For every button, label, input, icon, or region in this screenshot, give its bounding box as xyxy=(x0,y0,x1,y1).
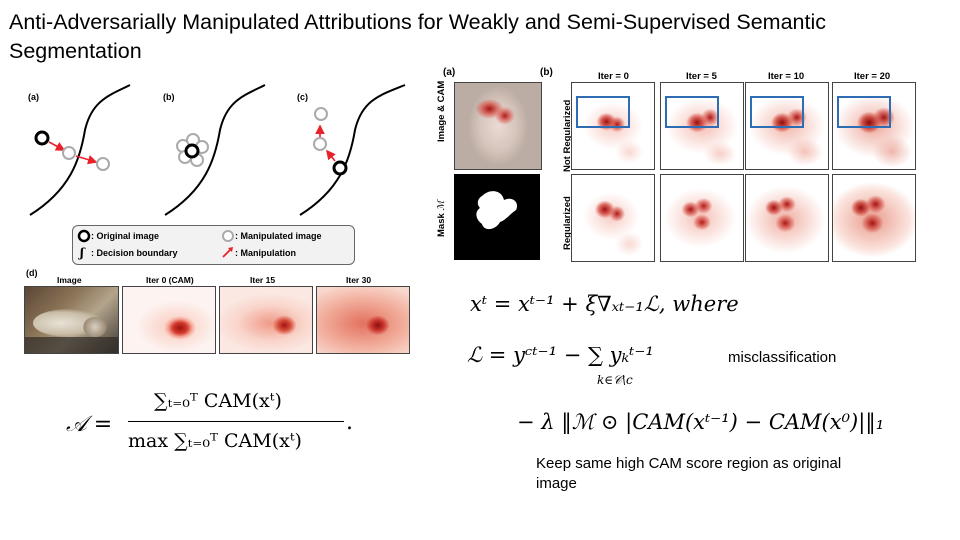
row-label-mask-text: Mask xyxy=(436,213,447,237)
highlight-box xyxy=(576,96,630,128)
cam-regularized-iter10 xyxy=(745,174,829,262)
original-point-b xyxy=(184,143,200,159)
left-figure: (a) (b) (c) : Original image xyxy=(0,0,420,540)
iter-title-0: Iter = 0 xyxy=(598,71,629,82)
highlight-box xyxy=(837,96,891,128)
row-d-title-image: Image xyxy=(57,275,82,285)
row-label-image-cam: Image & CAM xyxy=(436,80,447,142)
cam-not-regularized-iter20 xyxy=(832,82,916,170)
loss-equation-line1: ℒ = yᶜᵗ⁻¹ − ∑ yₖᵗ⁻¹ xyxy=(467,343,654,367)
cam-regularized-iter0 xyxy=(571,174,655,262)
attribution-fraction-bar xyxy=(128,421,344,422)
dog-image-cam xyxy=(454,82,542,170)
cam-iter0 xyxy=(122,286,216,354)
loss-sum-subscript: k∈𝒞\c xyxy=(597,373,633,387)
attribution-denominator: max ∑ₜ₌₀ᵀ CAM(xᵗ) xyxy=(128,430,302,452)
original-point-c xyxy=(332,160,348,176)
decision-boundary-c xyxy=(299,84,406,216)
cam-regularized-iter20 xyxy=(832,174,916,262)
cam-not-regularized-iter0 xyxy=(571,82,655,170)
cam-iter30 xyxy=(316,286,410,354)
legend-manipulated-image: : Manipulated image xyxy=(235,231,322,241)
note-misclassification: misclassification xyxy=(728,349,837,366)
manipulation-arrow-a1 xyxy=(48,141,66,151)
right-panel-b-label: (b) xyxy=(540,67,553,78)
update-equation: xᵗ = xᵗ⁻¹ + ξ∇ₓₜ₋₁ℒ, where xyxy=(470,292,739,316)
legend: : Original image ʃ : Decision boundary :… xyxy=(72,225,355,265)
manipulated-point-c2 xyxy=(314,107,328,121)
original-image-legend-icon xyxy=(77,229,91,243)
legend-original-image: : Original image xyxy=(91,231,160,241)
manipulated-point-c1 xyxy=(313,137,327,151)
cat-photo xyxy=(24,286,119,354)
panel-d-label: (d) xyxy=(26,268,38,278)
iter-title-5: Iter = 5 xyxy=(686,71,717,82)
manipulated-point-a1 xyxy=(62,146,76,160)
panel-b-label: (b) xyxy=(163,92,175,102)
manipulation-arrow-a2 xyxy=(75,155,98,165)
right-panel-a-label: (a) xyxy=(443,67,456,78)
loss-equation-line2: − λ ‖ℳ ⊙ |CAM(xᵗ⁻¹) − CAM(x⁰)|‖₁ xyxy=(517,410,885,434)
manipulation-diagrams xyxy=(29,84,406,216)
manipulation-legend-arrow-icon xyxy=(222,247,233,258)
legend-decision-boundary: : Decision boundary xyxy=(91,248,178,258)
manipulated-image-legend-icon xyxy=(222,230,234,242)
row-d-title-iter15: Iter 15 xyxy=(250,275,276,285)
panel-c-label: (c) xyxy=(297,92,308,102)
panel-a-label: (a) xyxy=(28,92,39,102)
manipulated-point-a2 xyxy=(96,157,110,171)
slide-title: Anti-Adversarially Manipulated Attributi… xyxy=(9,10,826,63)
right-figure: (a) (b) Image & CAM Mask ℳ Not Regulariz… xyxy=(430,62,950,272)
row-d-title-iter30: Iter 30 xyxy=(346,275,372,285)
mask-symbol: ℳ xyxy=(436,200,447,211)
original-point-a xyxy=(34,130,50,146)
decision-boundary-a xyxy=(29,84,131,216)
cam-not-regularized-iter10 xyxy=(745,82,829,170)
cam-iter15 xyxy=(219,286,313,354)
attribution-numerator: ∑ₜ₌₀ᵀ CAM(xᵗ) xyxy=(154,390,282,412)
decision-boundary-b xyxy=(164,84,266,216)
iter-title-20: Iter = 20 xyxy=(854,71,891,82)
cam-not-regularized-iter5 xyxy=(660,82,744,170)
highlight-box xyxy=(750,96,804,128)
decision-boundary-legend-icon: ʃ xyxy=(80,246,84,260)
manipulation-arrow-c1 xyxy=(326,149,336,162)
highlight-box xyxy=(665,96,719,128)
row-label-mask: Mask ℳ xyxy=(436,200,447,237)
note-keep-region: Keep same high CAM score region as origi… xyxy=(536,455,842,492)
cam-regularized-iter5 xyxy=(660,174,744,262)
attribution-tail: . xyxy=(346,410,353,435)
attribution-lhs: 𝒜 = xyxy=(66,412,113,437)
iter-title-10: Iter = 10 xyxy=(768,71,805,82)
legend-manipulation: : Manipulation xyxy=(235,248,296,258)
mask-image xyxy=(454,174,540,260)
row-d-title-iter0: Iter 0 (CAM) xyxy=(146,275,194,285)
